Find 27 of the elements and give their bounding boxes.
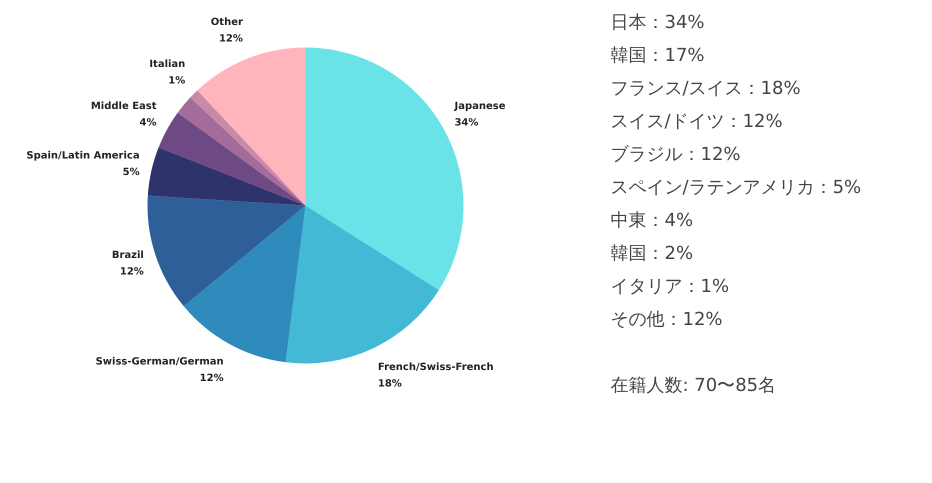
slice-label: Italian [149,58,186,70]
slice-label: Japanese [453,101,506,112]
data-label: 5% [122,167,140,178]
text: 韓国：17% [610,45,705,66]
text: 在籍人数: 70〜85名 [610,375,776,396]
data-label: 18% [378,378,402,390]
data-label: 12% [200,372,224,384]
text: その他：12% [610,309,723,330]
data-label: 1% [168,75,186,86]
data-label: 34% [454,118,478,129]
slice-label: Brazil [112,250,144,261]
text: イタリア：1% [610,276,730,297]
text: 日本：34% [610,12,705,33]
data-label: 4% [140,118,157,129]
slice-label: Spain/Latin America [26,150,140,162]
text: スペイン/ラテンアメリカ：5% [610,177,862,198]
text: ブラジル：12% [610,144,741,165]
slice-label: French/Swiss-French [378,362,494,373]
text: 韓国：2% [610,243,694,264]
data-label: 12% [120,266,144,278]
slice-label: Middle East [90,101,157,112]
text: 中東：4% [610,210,694,231]
text: スイス/ドイツ：12% [610,111,783,132]
slice-label: Other [210,16,243,28]
slice-label: Swiss-German/German [96,356,224,368]
data-label: 12% [218,33,243,44]
text: フランス/スイス：18% [610,78,801,99]
